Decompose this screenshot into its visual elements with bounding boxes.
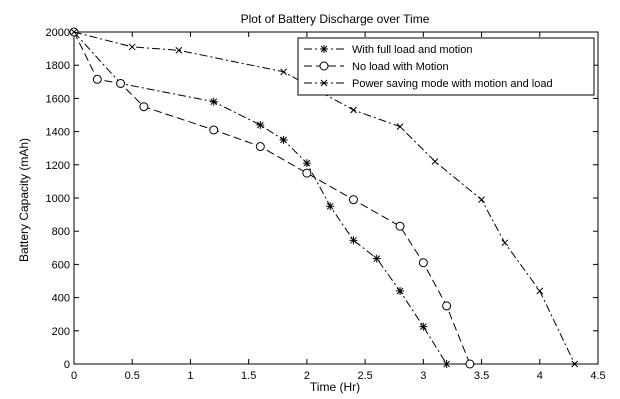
series-3-point <box>501 239 509 247</box>
series-1-point <box>442 360 451 368</box>
y-tick-label: 0 <box>64 359 70 371</box>
series-3-point <box>70 28 78 36</box>
x-tick-label: 0 <box>71 370 77 382</box>
series-3-point <box>571 360 579 368</box>
x-tick-label: 0.5 <box>125 370 140 382</box>
series-1-point <box>349 236 358 245</box>
x-axis-label: Time (Hr) <box>310 380 360 394</box>
x-tick-label: 1.5 <box>241 370 256 382</box>
y-tick-label: 800 <box>52 226 70 238</box>
series-2-point <box>302 168 312 178</box>
legend-label-3: Power saving mode with motion and load <box>352 78 553 90</box>
series-3-point <box>536 287 544 295</box>
series-2-point <box>92 74 102 84</box>
series-1-point <box>396 286 405 295</box>
series-2-point <box>116 78 126 88</box>
chart-title: Plot of Battery Discharge over Time <box>241 12 430 26</box>
x-tick-label: 1 <box>187 370 193 382</box>
series-1-point <box>256 120 265 129</box>
y-tick-label: 1600 <box>46 93 70 105</box>
x-tick-label: 3.5 <box>474 370 489 382</box>
series-1-point <box>372 254 381 263</box>
series-2-point <box>442 301 452 311</box>
series-1-point <box>279 135 288 144</box>
y-axis-label: Battery Capacity (mAh) <box>17 138 31 262</box>
series-2-point <box>209 125 219 135</box>
legend-marker-2 <box>319 61 329 71</box>
y-tick-label: 1400 <box>46 127 70 139</box>
x-tick-label: 4.5 <box>590 370 605 382</box>
series-1-point <box>326 202 335 211</box>
series-2-point <box>139 102 149 112</box>
x-tick-label: 4 <box>537 370 543 382</box>
series-2-point <box>465 359 475 369</box>
series-3-point <box>175 46 183 54</box>
series-2-point <box>418 258 428 268</box>
series-3-point <box>350 106 357 114</box>
series-3-point <box>431 158 439 165</box>
y-tick-label: 600 <box>52 259 70 271</box>
y-tick-label: 2000 <box>46 27 70 39</box>
series-3-point <box>478 196 485 204</box>
x-tick-label: 3 <box>420 370 426 382</box>
x-tick-label: 2.5 <box>357 370 372 382</box>
series-1-point <box>209 97 218 106</box>
y-tick-label: 400 <box>52 293 70 305</box>
y-tick-label: 1200 <box>46 160 70 172</box>
series-3-point <box>396 123 404 130</box>
series-2-point <box>255 142 265 152</box>
legend-label-2: No load with Motion <box>352 61 449 73</box>
x-tick-label: 2 <box>304 370 310 382</box>
y-tick-label: 1000 <box>46 193 70 205</box>
legend-marker-3 <box>320 79 328 87</box>
legend-marker-1 <box>320 45 328 53</box>
legend-box <box>297 37 595 96</box>
y-tick-label: 1800 <box>46 60 70 72</box>
legend-label-1: With full load and motion <box>352 44 472 56</box>
series-1-point <box>419 322 428 331</box>
series-1-point <box>302 159 311 168</box>
series-3-point <box>128 43 136 51</box>
y-tick-label: 200 <box>52 326 70 338</box>
series-2-point <box>348 195 358 205</box>
series-2-point <box>395 221 405 231</box>
series-3-point <box>280 68 287 76</box>
series-line-1 <box>73 31 448 365</box>
